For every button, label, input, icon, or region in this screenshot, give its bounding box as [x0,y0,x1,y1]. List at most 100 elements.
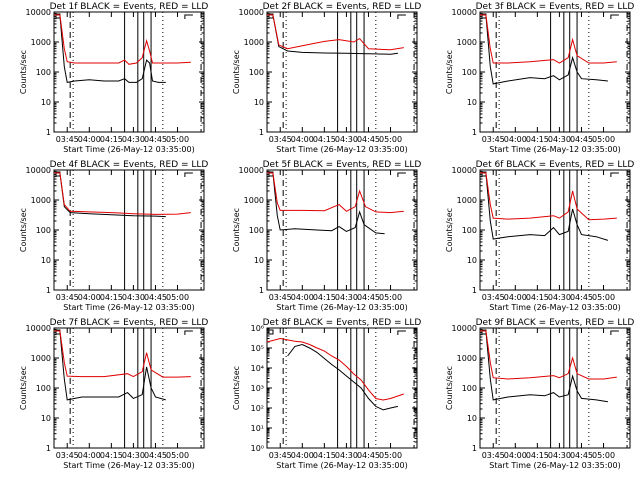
x-tick-label: 04:30 [122,293,145,302]
x-tick-label: 04:45 [570,451,593,460]
x-tick-label: 03:45 [482,135,505,144]
series-lld-line [267,172,404,214]
x-axis-label: Start Time (26-May-12 03:35:00) [276,303,407,312]
chart-title: Det 1f BLACK = Events, RED = LLD [50,2,209,12]
y-tick-label: 10 [41,256,51,265]
panel-3: Det 3f BLACK = Events, RED = LLD 1 10 100 10… [445,2,634,154]
y-tick-label: 100 [249,226,264,235]
plot-frame [266,327,418,449]
plot-frame [479,327,631,449]
x-tick-label: 04:00 [504,451,527,460]
plot-frame [266,11,418,133]
y-tick-label: 1000 [244,38,264,47]
y-tick-label: 10000 [452,324,477,333]
x-tick-label: 04:45 [570,135,593,144]
x-tick-label: 04:15 [100,135,123,144]
x-axis-label: Start Time (26-May-12 03:35:00) [63,303,194,312]
corner-bracket [610,172,619,177]
x-axis-label: Start Time (26-May-12 03:35:00) [63,461,194,470]
x-tick-label: 05:00 [379,293,402,302]
y-tick-label: 10² [251,404,264,413]
x-tick-label: 03:45 [56,451,79,460]
y-tick-label: 10 [254,256,264,265]
y-tick-label: 10000 [26,166,51,175]
chart-title: Det 8f BLACK = Events, RED = LLD [263,318,422,328]
x-tick-label: 04:15 [313,451,336,460]
x-tick-label: 04:00 [291,293,314,302]
series-events-line [54,330,166,401]
corner-bracket [397,330,406,335]
x-tick-label: 04:30 [335,135,358,144]
x-tick-label: 03:45 [482,293,505,302]
x-axis-label: Start Time (26-May-12 03:35:00) [63,145,194,154]
y-tick-label: 1000 [244,196,264,205]
series-lld-line [266,337,404,401]
y-tick-label: 1 [46,444,51,453]
x-tick-label: 03:45 [56,135,79,144]
x-tick-label: 04:15 [526,451,549,460]
y-tick-label: 100 [249,68,264,77]
x-tick-label: 03:45 [269,293,292,302]
series-lld-line [54,14,191,65]
x-tick-label: 04:15 [526,293,549,302]
y-tick-label: 1 [46,128,51,137]
x-tick-label: 05:00 [166,451,189,460]
corner-bracket [184,172,193,177]
x-tick-label: 04:15 [313,135,336,144]
x-tick-label: 05:00 [379,135,402,144]
x-tick-label: 04:00 [291,451,314,460]
series-events-line [480,14,608,85]
y-tick-label: 10000 [26,8,51,17]
y-tick-label: 10000 [452,166,477,175]
x-tick-label: 03:45 [482,451,505,460]
y-tick-label: 1 [259,128,264,137]
y-axis-label: Counts/sec [19,208,28,252]
panel-7: Det 7f BLACK = Events, RED = LLD 1 10 100 10… [19,318,208,470]
plot-frame [53,169,205,291]
x-tick-label: 04:30 [548,135,571,144]
x-tick-label: 04:15 [526,135,549,144]
chart-title: Det 3f BLACK = Events, RED = LLD [476,2,635,12]
x-tick-label: 04:30 [548,451,571,460]
series-events-line [480,172,609,241]
y-tick-label: 1000 [457,354,477,363]
panel-9: Det 9f BLACK = Events, RED = LLD 1 10 100 10… [445,318,634,470]
y-tick-label: 1000 [31,354,51,363]
y-tick-label: 100 [462,384,477,393]
y-tick-label: 10⁶ [251,324,264,333]
plot-frame [479,11,631,133]
series-events-line [480,330,608,403]
series-events-line [287,343,399,411]
y-tick-label: 1 [46,286,51,295]
plot-frame [266,169,418,291]
corner-bracket [610,14,619,19]
x-tick-label: 04:15 [100,293,123,302]
y-tick-label: 10⁵ [251,344,264,353]
x-axis-label: Start Time (26-May-12 03:35:00) [489,145,620,154]
series-lld-line [480,172,617,221]
y-tick-label: 10 [41,98,51,107]
x-tick-label: 05:00 [379,451,402,460]
panel-2: Det 2f BLACK = Events, RED = LLD 1 10 100 10… [232,2,421,154]
y-axis-label: Counts/sec [445,208,454,252]
y-tick-label: 10000 [239,8,264,17]
x-tick-label: 04:45 [570,293,593,302]
y-tick-label: 1 [472,444,477,453]
series-lld-line [54,330,191,378]
x-tick-label: 04:00 [78,135,101,144]
plot-frame [53,327,205,449]
chart-title: Det 2f BLACK = Events, RED = LLD [263,2,422,12]
chart-title: Det 4f BLACK = Events, RED = LLD [50,160,209,170]
x-tick-label: 04:00 [504,135,527,144]
y-tick-label: 10000 [239,166,264,175]
x-tick-label: 04:45 [357,135,380,144]
x-tick-label: 04:00 [291,135,314,144]
x-tick-label: 05:00 [166,293,189,302]
x-tick-label: 04:45 [357,293,380,302]
panel-4: Det 4f BLACK = Events, RED = LLD 1 10 100 10… [19,160,208,312]
chart-title: Det 9f BLACK = Events, RED = LLD [476,318,635,328]
x-axis-label: Start Time (26-May-12 03:35:00) [489,303,620,312]
y-axis-label: Counts/sec [19,366,28,410]
y-tick-label: 100 [36,384,51,393]
